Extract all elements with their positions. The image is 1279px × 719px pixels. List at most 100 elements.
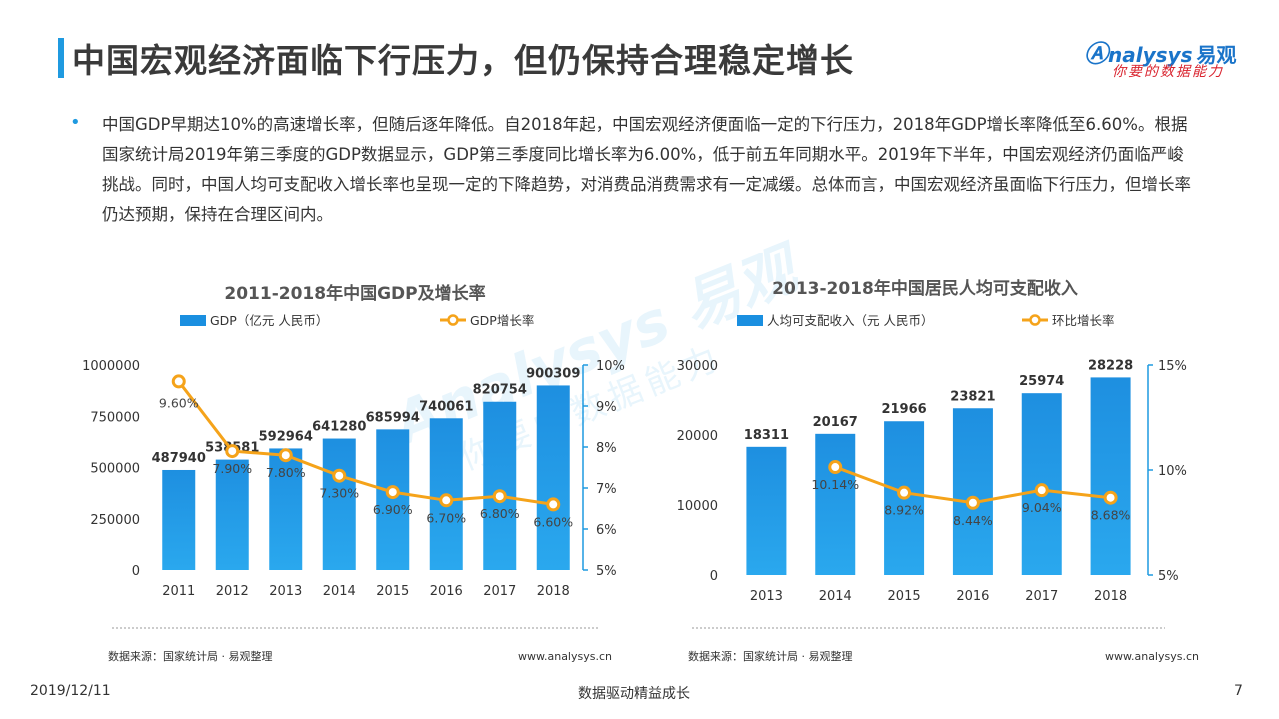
x-tick-label: 2014 <box>819 589 852 604</box>
growth-value-label: 8.92% <box>884 503 924 518</box>
bar-2013 <box>269 448 303 570</box>
y-right-tick-label: 10% <box>596 359 625 374</box>
bar-2013 <box>746 446 787 575</box>
bar-value-label: 820754 <box>473 383 527 398</box>
bar-2016 <box>952 408 993 575</box>
x-tick-label: 2018 <box>1094 589 1127 604</box>
x-tick-label: 2015 <box>376 584 409 599</box>
y-right-tick-label: 10% <box>1158 464 1187 479</box>
y-left-tick-label: 10000 <box>677 499 718 514</box>
growth-value-label: 7.90% <box>212 461 252 476</box>
bar-2018 <box>536 385 570 570</box>
chart1-title: 2011-2018年中国GDP及增长率 <box>224 283 485 304</box>
growth-point-2012 <box>225 444 240 459</box>
bar-value-label: 28228 <box>1088 358 1133 373</box>
y-left-tick-label: 30000 <box>677 359 718 374</box>
y-left-tick-label: 0 <box>710 569 718 584</box>
chart2-website: www.analysys.cn <box>1105 650 1199 663</box>
growth-point-2017 <box>492 489 507 504</box>
chart1-source: 数据来源：国家统计局 · 易观整理 <box>108 650 273 663</box>
bar-2017 <box>483 401 517 570</box>
y-right-tick-label: 15% <box>1158 359 1187 374</box>
growth-value-label: 8.68% <box>1091 508 1131 523</box>
y-right-tick-label: 9% <box>596 400 617 415</box>
logo-tagline: 你要的数据能力 <box>1112 64 1224 80</box>
bar-value-label: 21966 <box>881 402 926 417</box>
y-left-tick-label: 750000 <box>90 410 140 425</box>
legend-bar-label: GDP（亿元 人民币） <box>210 313 328 328</box>
bar-value-label: 20167 <box>813 415 858 430</box>
page-number: 7 <box>1234 683 1243 699</box>
x-tick-label: 2017 <box>483 584 516 599</box>
x-tick-label: 2011 <box>162 584 195 599</box>
x-tick-label: 2012 <box>216 584 249 599</box>
bar-value-label: 641280 <box>312 420 366 435</box>
x-tick-label: 2015 <box>888 589 921 604</box>
growth-value-label: 6.80% <box>480 506 520 521</box>
y-right-tick-label: 6% <box>596 523 617 538</box>
growth-value-label: 7.80% <box>266 465 306 480</box>
logo-wordmark: Ⓐnalysys 易观 <box>1084 40 1237 68</box>
legend-bar-label: 人均可支配收入（元 人民币） <box>767 313 933 328</box>
y-right-tick-label: 8% <box>596 441 617 456</box>
bar-2014 <box>322 438 356 570</box>
bar-2011 <box>162 469 196 570</box>
growth-point-2015 <box>385 485 400 500</box>
legend-bar-swatch <box>180 315 206 326</box>
x-tick-label: 2017 <box>1025 589 1058 604</box>
growth-point-2015 <box>897 485 912 500</box>
bar-2012 <box>215 459 249 570</box>
growth-value-label: 10.14% <box>811 477 859 492</box>
title-accent-bar <box>58 38 64 78</box>
bar-2015 <box>376 429 410 570</box>
y-left-tick-label: 20000 <box>677 429 718 444</box>
y-left-tick-label: 500000 <box>90 462 140 477</box>
growth-point-2014 <box>332 468 347 483</box>
intro-text: 中国GDP早期达10%的高速增长率，但随后逐年降低。自2018年起，中国宏观经济… <box>102 115 1191 224</box>
growth-point-2013 <box>278 448 293 463</box>
growth-value-label: 9.04% <box>1022 500 1062 515</box>
bar-value-label: 685994 <box>366 410 420 425</box>
growth-value-label: 6.70% <box>426 510 466 525</box>
bar-value-label: 18311 <box>744 428 789 443</box>
chart2-source: 数据来源：国家统计局 · 易观整理 <box>688 650 853 663</box>
x-tick-label: 2013 <box>269 584 302 599</box>
growth-point-2017 <box>1034 483 1049 498</box>
bullet-icon: • <box>70 112 81 133</box>
y-left-tick-label: 0 <box>132 564 140 579</box>
legend-line-label: GDP增长率 <box>470 313 534 328</box>
growth-point-2018 <box>546 497 561 512</box>
growth-point-2014 <box>828 460 843 475</box>
y-left-tick-label: 1000000 <box>82 359 140 374</box>
x-tick-label: 2016 <box>956 589 989 604</box>
growth-line <box>177 380 554 506</box>
legend-bar-swatch <box>737 315 763 326</box>
x-tick-label: 2018 <box>537 584 570 599</box>
growth-point-2018 <box>1103 490 1118 505</box>
footer-date: 2019/12/11 <box>30 683 111 699</box>
y-left-tick-label: 250000 <box>90 513 140 528</box>
bar-value-label: 592964 <box>259 429 313 444</box>
bar-value-label: 487940 <box>152 451 206 466</box>
legend-line-marker <box>447 314 459 326</box>
chart2-title: 2013-2018年中国居民人均可支配收入 <box>772 278 1078 299</box>
x-tick-label: 2013 <box>750 589 783 604</box>
bar-value-label: 900309 <box>526 366 580 381</box>
legend-line-marker <box>1029 314 1041 326</box>
analysys-logo: Ⓐnalysys 易观 你要的数据能力 <box>1084 34 1254 84</box>
y-right-tick-label: 7% <box>596 482 617 497</box>
bar-value-label: 23821 <box>950 389 995 404</box>
y-right-tick-label: 5% <box>596 564 617 579</box>
footer-slogan: 数据驱动精益成长 <box>578 686 690 702</box>
bar-2018 <box>1090 377 1131 575</box>
growth-point-2011 <box>171 374 186 389</box>
growth-point-2016 <box>439 493 454 508</box>
chart1-website: www.analysys.cn <box>518 650 612 663</box>
growth-value-label: 6.60% <box>533 514 573 529</box>
growth-point-2016 <box>965 495 980 510</box>
growth-value-label: 6.90% <box>373 502 413 517</box>
bar-value-label: 25974 <box>1019 374 1064 389</box>
x-tick-label: 2016 <box>430 584 463 599</box>
bar-2014 <box>815 433 856 575</box>
